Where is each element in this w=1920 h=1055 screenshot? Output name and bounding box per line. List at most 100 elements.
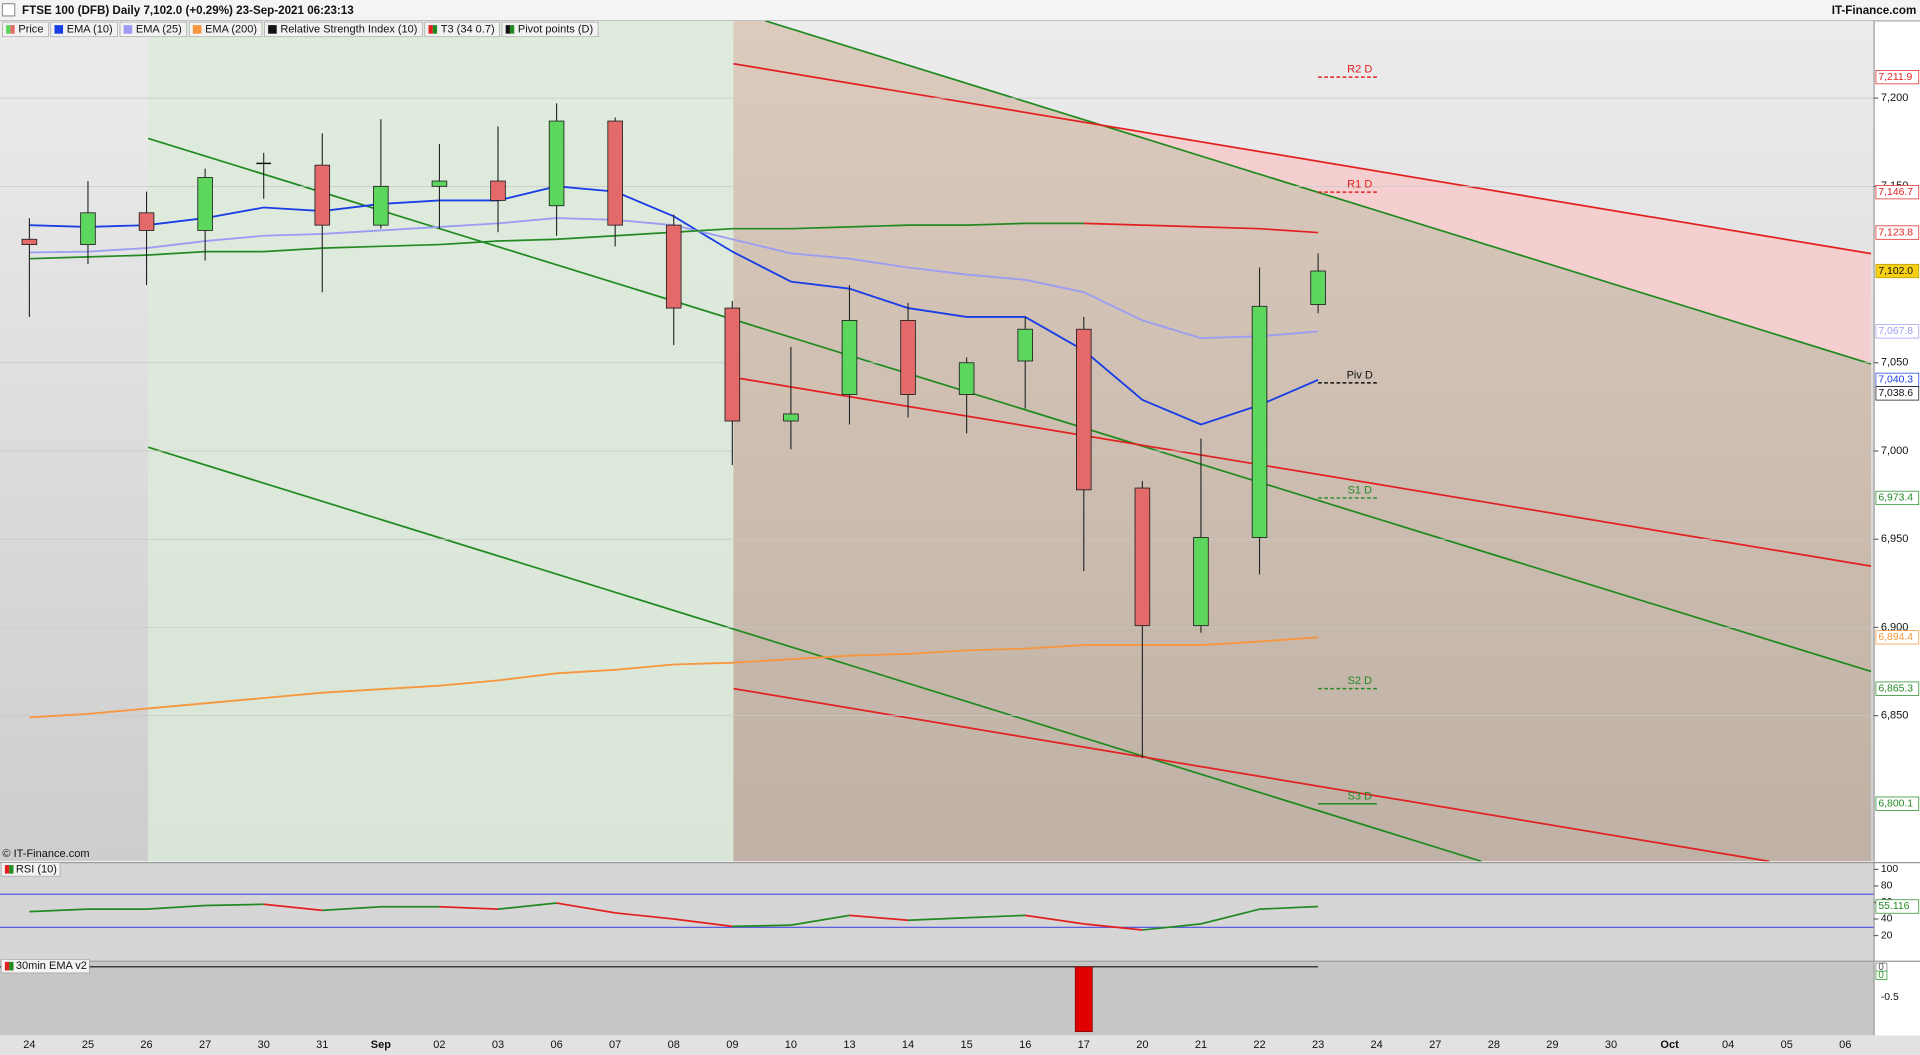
legend-swatch: [10, 25, 15, 34]
candle-body: [1017, 328, 1033, 362]
legend-label: EMA (25): [136, 23, 182, 35]
candle-body: [958, 362, 975, 395]
channel-line: [733, 687, 1770, 862]
x-tick-label: 04: [1722, 1039, 1734, 1051]
line-segment: [322, 245, 381, 249]
value-readout: 6,973.4: [1878, 493, 1913, 504]
line-segment: [205, 903, 264, 907]
legend-swatch: [54, 25, 64, 34]
legend-swatch: [123, 25, 133, 34]
line-segment: [1259, 905, 1319, 911]
x-tick-label: 24: [23, 1039, 35, 1051]
line-segment: [1142, 923, 1202, 931]
line-segment: [439, 905, 499, 911]
x-tick-label: 09: [726, 1039, 738, 1051]
x-tick-label: Oct: [1660, 1039, 1679, 1051]
panel-label: RSI (10): [16, 863, 57, 875]
value-readout: 7,211.9: [1878, 72, 1912, 83]
candle-body: [724, 307, 741, 422]
value-readout: 0: [1878, 962, 1884, 973]
value-readout: 7,102.0: [1878, 266, 1913, 277]
line-segment: [790, 226, 850, 230]
x-tick-label: 29: [1546, 1039, 1558, 1051]
line-segment: [497, 902, 557, 911]
line-segment: [849, 224, 909, 228]
candle-body: [548, 120, 565, 207]
candle-body: [783, 413, 799, 422]
chart-title: FTSE 100 (DFB) Daily 7,102.0 (+0.29%) 23…: [22, 4, 354, 17]
line-segment: [732, 924, 791, 928]
legend-item-box: [424, 21, 500, 38]
legend-item-box: [119, 21, 188, 38]
x-tick-label: 10: [785, 1039, 797, 1051]
line-segment: [87, 254, 147, 258]
icon: [4, 865, 10, 874]
legend-item-box: [188, 21, 263, 38]
pivot-label: R1 D: [1347, 179, 1372, 191]
x-tick-label: 30: [258, 1039, 270, 1051]
overlap-zone: [733, 20, 1872, 862]
x-tick-label: 27: [199, 1039, 211, 1051]
line-segment: [29, 908, 89, 913]
indicator-line: [29, 636, 1319, 719]
legend-swatch: [6, 25, 11, 34]
value-readout-box: [1875, 681, 1920, 696]
value-readout: 7,067.8: [1878, 326, 1913, 337]
candle-body: [80, 212, 96, 245]
candle-body: [900, 319, 916, 395]
legend-label: T3 (34 0.7): [441, 23, 495, 35]
candle-body: [138, 212, 155, 231]
value-readout-box: [1875, 490, 1920, 506]
x-tick-label: 15: [961, 1039, 973, 1051]
x-axis-band: [0, 1035, 1920, 1055]
main-plot-bg: [0, 20, 1874, 862]
value-readout-box: [1875, 970, 1888, 981]
channel-line: [733, 376, 1872, 567]
x-tick-label: 26: [140, 1039, 152, 1051]
line-segment: [1142, 224, 1201, 228]
line-segment: [1083, 222, 1143, 227]
legend-swatch: [192, 25, 202, 34]
x-tick-label: 03: [492, 1039, 504, 1051]
legend-label: Price: [18, 23, 43, 35]
candle-body: [21, 238, 38, 245]
line-segment: [966, 914, 1026, 919]
channel-line: [147, 446, 1482, 862]
main-plot: [0, 76, 1874, 805]
y-tick-label: 6,950: [1881, 533, 1909, 545]
candle-body: [314, 164, 331, 226]
x-tick-label: 07: [609, 1039, 621, 1051]
x-tick-label: 30: [1605, 1039, 1617, 1051]
line-segment: [615, 912, 674, 920]
x-tick-label: 21: [1195, 1039, 1207, 1051]
y-tick-label: 7,000: [1881, 445, 1909, 457]
title-icon: [1, 3, 16, 17]
legend-label: EMA (200): [205, 23, 257, 35]
legend-swatch: [268, 25, 277, 34]
legend-label: Pivot points (D): [518, 23, 593, 35]
x-tick-label: 23: [1312, 1039, 1324, 1051]
legend-swatch: [432, 25, 438, 34]
line-segment: [673, 918, 733, 928]
candle-body: [1251, 305, 1268, 538]
x-tick-label: 17: [1078, 1039, 1090, 1051]
brand: IT-Finance.com: [1832, 4, 1917, 17]
x-tick-label: 16: [1019, 1039, 1031, 1051]
x-tick-label: 25: [82, 1039, 94, 1051]
candle-body: [490, 180, 506, 201]
line-segment: [966, 222, 1026, 227]
icon: [9, 961, 14, 971]
value-readout: 7,123.8: [1878, 227, 1913, 238]
candle-body: [665, 224, 682, 309]
legend-swatch: [505, 25, 510, 34]
value-readout-box: [1875, 386, 1920, 401]
x-tick-label: 06: [550, 1039, 562, 1051]
value-readout-box: [1875, 225, 1920, 240]
legend-label: EMA (10): [67, 23, 113, 35]
x-tick-label: 14: [902, 1039, 914, 1051]
line-segment: [146, 904, 206, 911]
value-readout: 7,146.7: [1878, 187, 1913, 198]
pivot-label: S3 D: [1347, 790, 1372, 802]
y-tick-label: 40: [1881, 914, 1893, 925]
